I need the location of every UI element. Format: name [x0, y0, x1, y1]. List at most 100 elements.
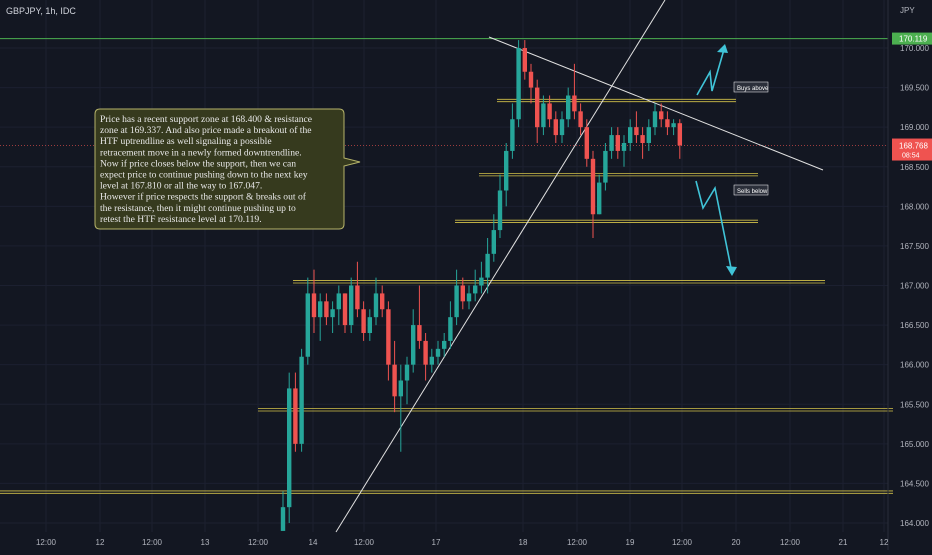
time-tick-label: 14 [309, 538, 318, 547]
candle-body [652, 111, 658, 128]
price-tick-label: 169.000 [900, 123, 929, 132]
note-line: HTF uptrendline as well signaling a poss… [100, 136, 272, 147]
symbol-label: GBPJPY, 1h, IDC [6, 6, 76, 16]
candle-body [479, 277, 484, 286]
candle-body [417, 325, 422, 341]
candle-body [324, 301, 329, 318]
candle-body [504, 150, 509, 191]
buys-above-label: Buys above [737, 86, 769, 92]
candle-body [336, 293, 341, 310]
time-tick-label: 13 [201, 538, 210, 547]
candle-body [640, 135, 645, 143]
time-tick-label: 19 [626, 538, 635, 547]
candle-body [677, 123, 682, 146]
candle-body [454, 285, 459, 318]
candle-body [634, 127, 639, 136]
candle-body [671, 123, 676, 128]
price-tick-label: 167.000 [900, 282, 929, 291]
note-line: zone at 169.337. And also price made a b… [100, 125, 312, 136]
candle-body [311, 293, 317, 318]
time-tick-label: 12:00 [780, 538, 801, 547]
candle-body [572, 95, 577, 112]
candle-body [590, 158, 596, 215]
candle-body [293, 388, 298, 444]
price-tick-label: 164.000 [900, 519, 929, 528]
candle-body [355, 285, 360, 310]
note-line: retest the HTF resistance level at 170.1… [100, 214, 262, 225]
note-line: retracement move in a newly formed downt… [100, 147, 302, 158]
time-tick-label: 12:00 [567, 538, 588, 547]
bearish-arrowhead [726, 266, 737, 276]
sells-below-tag [733, 184, 769, 196]
candle-body [448, 317, 453, 341]
time-tick-label: 12 [96, 538, 105, 547]
candle-body [566, 95, 571, 120]
candle-body [404, 364, 410, 381]
candle-body [361, 309, 366, 333]
candle-body [547, 103, 552, 120]
candle-body [460, 285, 465, 302]
candle-body [423, 340, 428, 365]
price-tick-label: 166.000 [900, 361, 929, 370]
candle-body [516, 48, 521, 120]
candle-body [342, 293, 348, 326]
time-tick-label: 12 [880, 538, 889, 547]
resistance-price-tag [892, 32, 932, 45]
candle-body [373, 293, 379, 318]
note-bubble [94, 108, 361, 230]
time-tick-label: 12:00 [36, 538, 57, 547]
price-tick-label: 169.500 [900, 84, 929, 93]
price-tick-label: 168.000 [900, 202, 929, 211]
candle-body [435, 348, 441, 357]
candle-body [411, 325, 416, 365]
time-tick-label: 17 [432, 538, 441, 547]
price-tick-label: 168.500 [900, 163, 929, 172]
price-axis-currency: JPY [900, 6, 915, 15]
candle-body [510, 119, 515, 151]
time-tick-label: 18 [519, 538, 528, 547]
note-line: expect price to continue pushing down to… [100, 170, 308, 181]
candle-body [380, 293, 385, 310]
candle-body [522, 48, 527, 72]
candle-body [584, 127, 589, 159]
candle-body [398, 380, 403, 397]
candle-body [305, 293, 310, 357]
candle-body [646, 127, 651, 143]
bullish-scenario-arrow [696, 45, 726, 96]
candle-body [578, 111, 583, 128]
current-price-label: 168.768 [899, 142, 928, 151]
sells-below-label: Sells below [737, 189, 768, 195]
note-line: However if price respects the support & … [100, 192, 307, 203]
time-tick-label: 21 [839, 538, 848, 547]
candle-body [466, 293, 472, 302]
candle-body [497, 190, 503, 231]
candle-body [386, 309, 391, 365]
downtrend-line [488, 36, 824, 171]
candle-body [628, 127, 633, 143]
price-tick-label: 164.500 [900, 479, 929, 488]
time-tick-label: 12:00 [142, 538, 163, 547]
bearish-scenario-arrow [695, 180, 733, 274]
candle-body [442, 340, 447, 349]
candle-body [349, 285, 354, 326]
time-tick-label: 12:00 [672, 538, 693, 547]
candle-body [485, 253, 490, 278]
uptrend-line [335, 0, 666, 533]
candle-body [528, 71, 534, 88]
candle-body [429, 356, 434, 365]
candle-body [473, 285, 478, 294]
time-tick-label: 12:00 [248, 538, 269, 547]
price-tick-label: 167.500 [900, 242, 929, 251]
candle-body [659, 111, 664, 120]
candle-body [299, 356, 304, 444]
resistance-price-label: 170.119 [899, 35, 928, 44]
note-line: Price has a recent support zone at 168.4… [100, 114, 312, 125]
candle-body [287, 388, 292, 508]
candle-body [318, 301, 323, 318]
price-tick-label: 165.500 [900, 400, 929, 409]
price-tick-label: 166.500 [900, 321, 929, 330]
candle-body [665, 119, 670, 128]
analysis-note: Price has a recent support zone at 168.4… [94, 108, 361, 230]
